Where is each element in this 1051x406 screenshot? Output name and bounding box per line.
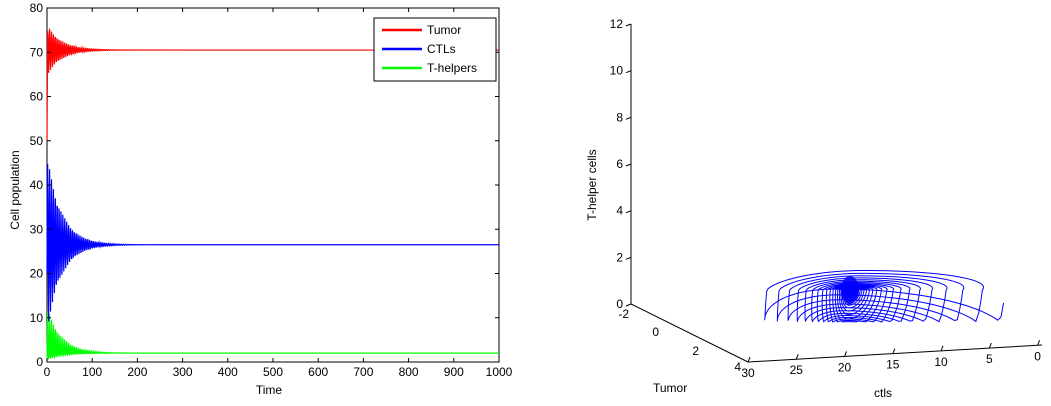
y-axis-label: Cell population (8, 150, 22, 229)
legend-label-t-helpers: T-helpers (427, 61, 477, 75)
z-tick-mark (625, 116, 632, 120)
x-tick-label: 0 (44, 365, 51, 379)
x-tick-label: 1000 (486, 365, 513, 379)
ctls-tick-mark (747, 356, 751, 363)
x-tick-label: 900 (444, 365, 464, 379)
ctls-tick-mark (940, 345, 944, 352)
ctls-tick-label: 0 (1034, 349, 1041, 363)
ctls-tick-mark (1037, 340, 1041, 346)
tumor-tick-label: 4 (734, 360, 741, 374)
ctls-tick-mark (988, 342, 992, 349)
tumor-tick-label: 0 (652, 325, 659, 339)
axis-ticks: 0 100 200 300 400 500 600 700 800 900 1000 0 10 20 30 4… (30, 1, 513, 379)
z-tick-mark (625, 256, 632, 260)
y-tick-label: 60 (30, 90, 44, 104)
y-tick-label: 80 (30, 1, 44, 15)
tumor-tick-label: 2 (692, 344, 699, 358)
legend-label-ctls: CTLs (427, 42, 456, 56)
z-tick-mark (625, 303, 632, 307)
trajectory-line (764, 269, 1005, 323)
x-tick-label: 500 (263, 365, 283, 379)
time-series-chart: 0 100 200 300 400 500 600 700 800 900 1000 0 10 20 30 4… (8, 1, 513, 397)
tumor-tick-label: -2 (618, 307, 629, 321)
z-tick-label: 12 (610, 17, 624, 31)
z-tick-mark (625, 210, 632, 214)
z-tick-label: 0 (616, 297, 623, 311)
z-tick-label: 6 (616, 157, 623, 171)
series-line-t-helpers (46, 311, 499, 363)
z-axis-label: T-helper cells (585, 149, 599, 220)
ctls-tick-label: 30 (741, 366, 755, 380)
y-tick-label: 0 (36, 355, 43, 369)
ctls-tick-label: 5 (986, 352, 993, 366)
x-axis-label: Time (256, 383, 283, 397)
z-tick-mark (625, 23, 632, 27)
ctls-axis-label: ctls (874, 386, 892, 400)
tumor-axis-line (630, 303, 749, 363)
ctls-tick-mark (795, 354, 799, 360)
legend: Tumor CTLs T-helpers (373, 17, 497, 82)
x-tick-label: 400 (218, 365, 238, 379)
x-tick-label: 200 (127, 365, 147, 379)
y-tick-label: 30 (30, 222, 44, 236)
ctls-tick-mark (844, 351, 847, 357)
x-tick-label: 600 (308, 365, 328, 379)
ctls-tick-label: 10 (934, 355, 948, 369)
y-tick-label: 70 (30, 45, 44, 59)
y-tick-label: 20 (30, 267, 44, 281)
x-tick-label: 100 (82, 365, 102, 379)
z-tick-label: 2 (616, 250, 623, 264)
x-tick-label: 800 (399, 365, 419, 379)
ctls-tick-label: 15 (886, 358, 900, 372)
y-tick-label: 10 (30, 311, 44, 325)
ctls-tick-label: 20 (838, 360, 852, 374)
ctls-tick-mark (892, 348, 896, 354)
legend-label-tumor: Tumor (427, 23, 461, 37)
z-tick-label: 10 (610, 64, 624, 78)
z-tick-mark (625, 70, 632, 74)
ctls-axis-line (747, 344, 1043, 363)
z-tick-label: 8 (616, 110, 623, 124)
trajectory (764, 269, 1005, 323)
tumor-axis-label: Tumor (653, 381, 687, 395)
series-line-ctls (46, 163, 499, 322)
y-tick-label: 50 (30, 134, 44, 148)
x-tick-label: 300 (173, 365, 193, 379)
ctls-tick-label: 25 (790, 363, 804, 377)
y-tick-label: 40 (30, 178, 44, 192)
z-tick-label: 4 (616, 204, 623, 218)
x-tick-label: 700 (353, 365, 373, 379)
z-tick-mark (625, 163, 632, 167)
fixed-point-cluster (841, 276, 859, 304)
